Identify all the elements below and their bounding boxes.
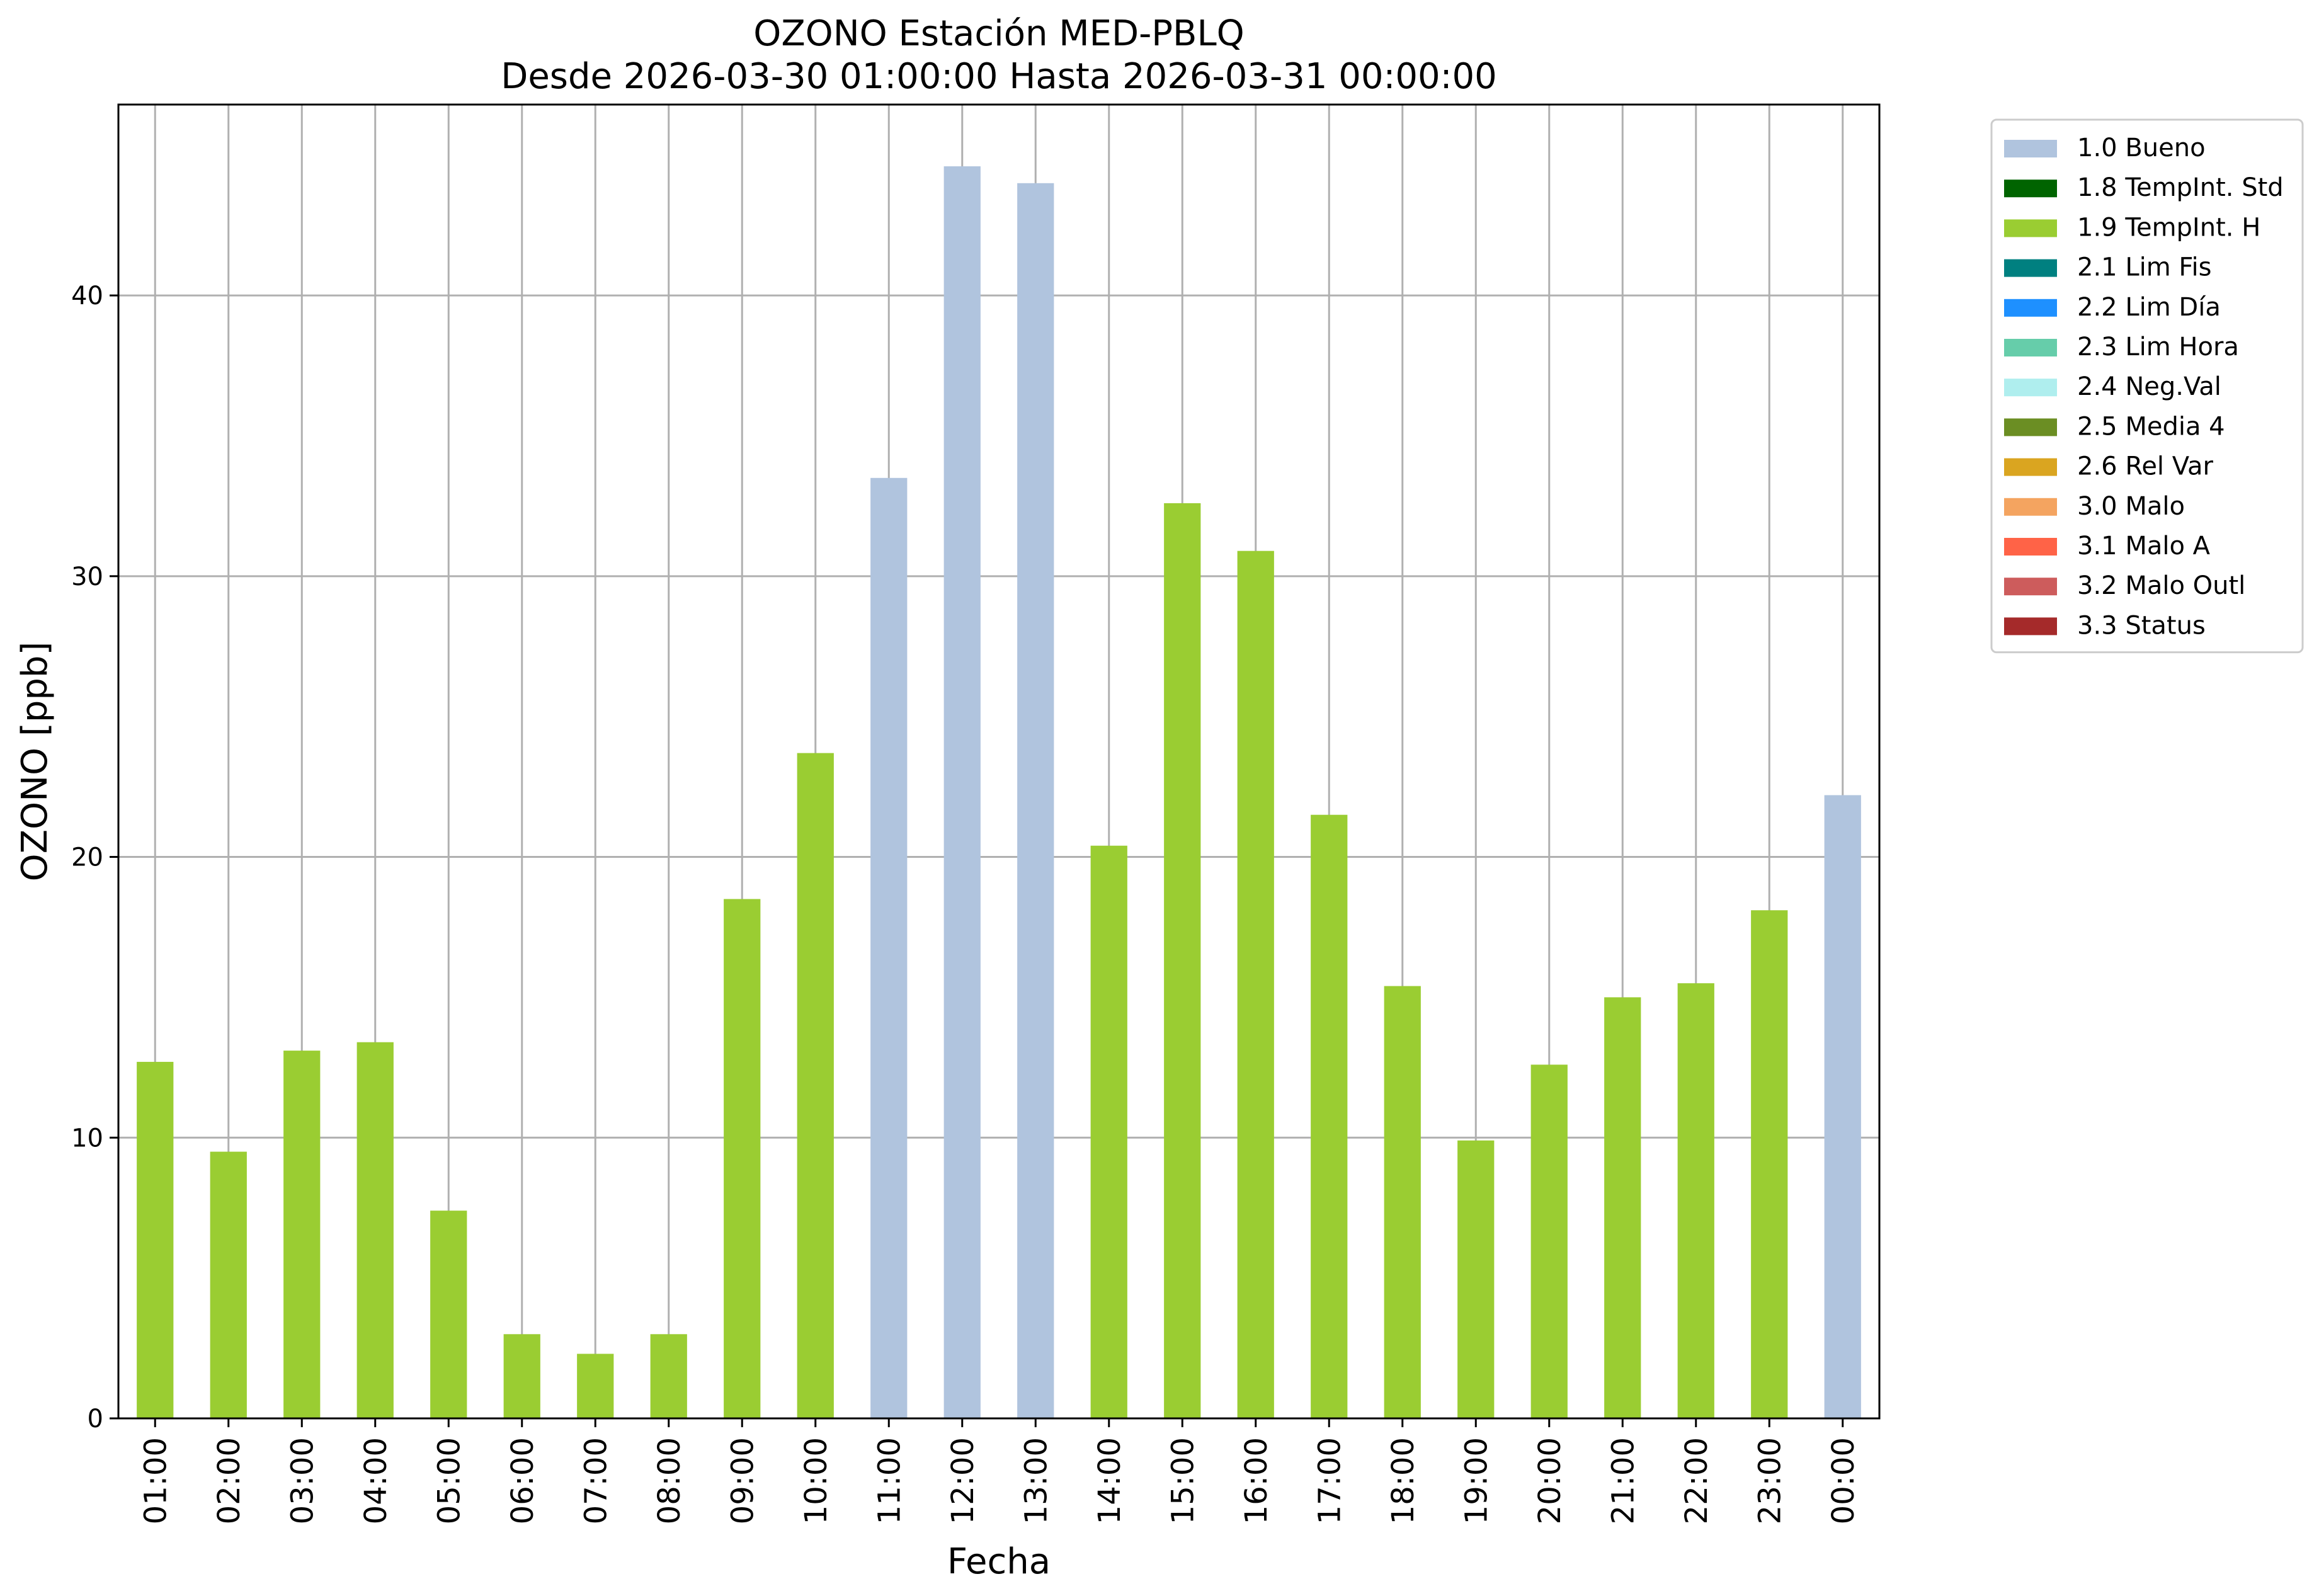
bar-0300 xyxy=(283,1051,321,1418)
x-tick-label: 13:00 xyxy=(1018,1437,1054,1524)
y-axis-label: OZONO [ppb] xyxy=(14,642,55,882)
x-tick-label: 11:00 xyxy=(872,1437,907,1524)
bar-2200 xyxy=(1677,983,1714,1418)
bar-1400 xyxy=(1090,845,1127,1418)
legend-label: 1.9 TempInt. H xyxy=(2077,213,2260,242)
legend-swatch xyxy=(2004,418,2057,436)
x-tick-label: 05:00 xyxy=(431,1437,467,1524)
x-tick-label: 19:00 xyxy=(1459,1437,1494,1524)
x-tick-label: 10:00 xyxy=(799,1437,834,1524)
legend-label: 2.1 Lim Fis xyxy=(2077,253,2211,282)
y-tick-label: 10 xyxy=(71,1124,103,1153)
legend-swatch xyxy=(2004,140,2057,157)
y-tick-label: 40 xyxy=(71,282,103,311)
x-tick-label: 16:00 xyxy=(1239,1437,1274,1524)
legend-swatch xyxy=(2004,538,2057,556)
bar-1300 xyxy=(1017,183,1054,1418)
bar-0000 xyxy=(1824,795,1861,1418)
x-tick-label: 06:00 xyxy=(505,1437,540,1524)
bar-1800 xyxy=(1384,986,1421,1418)
x-tick-label: 01:00 xyxy=(138,1437,173,1524)
bar-1700 xyxy=(1311,814,1348,1418)
bar-1200 xyxy=(943,166,981,1418)
legend-label: 3.3 Status xyxy=(2077,611,2206,640)
bar-2100 xyxy=(1604,997,1641,1418)
x-tick-label: 15:00 xyxy=(1165,1437,1200,1524)
x-tick-label: 17:00 xyxy=(1312,1437,1347,1524)
legend-swatch xyxy=(2004,578,2057,596)
x-tick-label: 23:00 xyxy=(1752,1437,1787,1524)
x-tick-label: 18:00 xyxy=(1386,1437,1421,1524)
plot-area-frame xyxy=(117,103,1881,1420)
bar-1100 xyxy=(870,477,908,1419)
legend-swatch xyxy=(2004,617,2057,636)
bar-0600 xyxy=(503,1334,540,1418)
x-tick-label: 12:00 xyxy=(945,1437,981,1524)
bar-0500 xyxy=(430,1211,467,1418)
legend-box xyxy=(1990,118,2304,654)
legend-swatch xyxy=(2004,219,2057,237)
legend: 1.0 Bueno 1.8 TempInt. Std 1.9 TempInt. H 2… xyxy=(1990,118,2304,654)
legend-label: 3.1 Malo A xyxy=(2077,532,2211,561)
x-axis-ticks: 01:00 02:00 03:00 04:00 05:00 06:00 07:00 08:00… xyxy=(138,1418,1861,1524)
legend-swatch xyxy=(2004,498,2057,516)
x-tick-label: 09:00 xyxy=(725,1437,760,1524)
legend-swatch xyxy=(2004,458,2057,476)
bar-0400 xyxy=(356,1042,394,1418)
bar-1500 xyxy=(1164,503,1201,1418)
legend-swatch xyxy=(2004,299,2057,317)
x-tick-label: 21:00 xyxy=(1605,1437,1641,1524)
bar-2000 xyxy=(1530,1064,1568,1418)
y-tick-label: 0 xyxy=(88,1405,103,1434)
x-axis-label: Fecha xyxy=(947,1541,1051,1582)
y-tick-label: 30 xyxy=(71,562,103,591)
x-tick-label: 00:00 xyxy=(1826,1437,1861,1524)
x-tick-label: 04:00 xyxy=(358,1437,394,1524)
bar-1900 xyxy=(1457,1140,1495,1418)
legend-label: 1.0 Bueno xyxy=(2077,134,2206,162)
x-tick-label: 14:00 xyxy=(1092,1437,1127,1524)
bar-1600 xyxy=(1237,550,1274,1419)
bar-0800 xyxy=(650,1334,687,1418)
y-tick-label: 20 xyxy=(71,843,103,872)
bar-0900 xyxy=(724,899,761,1418)
x-tick-label: 02:00 xyxy=(212,1437,247,1524)
legend-label: 3.2 Malo Outl xyxy=(2077,571,2245,600)
chart-title: OZONO Estación MED-PBLQ xyxy=(753,13,1245,54)
y-axis-ticks: 0 10 20 30 40 xyxy=(71,282,118,1434)
legend-swatch xyxy=(2004,180,2057,198)
legend-label: 1.8 TempInt. Std xyxy=(2077,173,2284,202)
x-tick-label: 03:00 xyxy=(285,1437,320,1524)
legend-swatch xyxy=(2004,379,2057,397)
legend-swatch xyxy=(2004,259,2057,277)
legend-swatch xyxy=(2004,339,2057,356)
x-tick-label: 07:00 xyxy=(578,1437,613,1524)
x-tick-label: 20:00 xyxy=(1532,1437,1568,1524)
legend-label: 2.3 Lim Hora xyxy=(2077,333,2239,362)
bar-0100 xyxy=(137,1061,174,1418)
legend-label: 2.5 Media 4 xyxy=(2077,412,2225,441)
bar-0200 xyxy=(210,1151,247,1418)
bar-0700 xyxy=(577,1354,614,1418)
legend-label: 2.6 Rel Var xyxy=(2077,452,2214,481)
x-tick-label: 08:00 xyxy=(652,1437,687,1524)
bar-1000 xyxy=(797,753,834,1418)
legend-label: 2.2 Lim Día xyxy=(2077,293,2221,322)
chart-subtitle: Desde 2026-03-30 01:00:00 Hasta 2026-03-… xyxy=(501,56,1497,97)
bars xyxy=(137,166,1861,1419)
bar-2300 xyxy=(1751,910,1788,1418)
legend-label: 2.4 Neg.Val xyxy=(2077,372,2221,401)
legend-label: 3.0 Malo xyxy=(2077,492,2185,521)
x-tick-label: 22:00 xyxy=(1679,1437,1714,1524)
